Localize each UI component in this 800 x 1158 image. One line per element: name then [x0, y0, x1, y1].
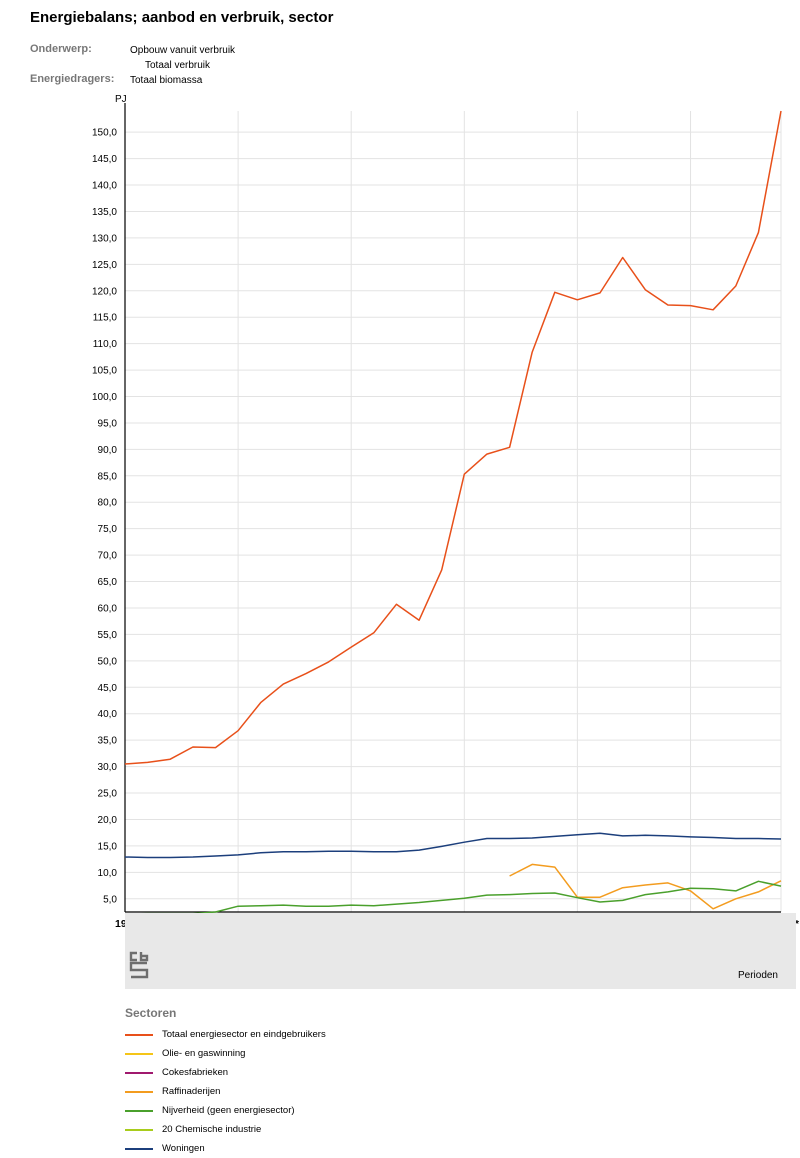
legend-label: Olie- en gaswinning [162, 1048, 246, 1059]
y-tick-label: 40,0 [98, 709, 118, 720]
legend-swatch [125, 1052, 153, 1055]
legend-swatch [125, 1090, 153, 1093]
legend-label: Cokesfabrieken [162, 1067, 229, 1078]
y-tick-label: 135,0 [92, 207, 117, 218]
y-tick-label: 10,0 [98, 868, 118, 879]
y-tick-label: 145,0 [92, 154, 117, 165]
y-tick-label: 75,0 [98, 524, 118, 535]
energiedragers-value: Totaal biomassa [130, 75, 203, 86]
y-tick-label: 90,0 [98, 445, 118, 456]
y-tick-label: 120,0 [92, 286, 117, 297]
legend-title: Sectoren [125, 1006, 177, 1020]
legend-item[interactable]: Totaal energiesector en eindgebruikers [125, 1025, 326, 1044]
legend-label: 20 Chemische industrie [162, 1124, 262, 1135]
legend-item[interactable]: 20 Chemische industrie [125, 1120, 326, 1139]
energiedragers-label: Energiedragers: [30, 73, 115, 85]
y-tick-label: 65,0 [98, 577, 118, 588]
legend-swatch [125, 1147, 153, 1150]
grid-lines [124, 103, 782, 913]
legend: Totaal energiesector en eindgebruikers O… [125, 1025, 326, 1158]
y-tick-label: 80,0 [98, 498, 118, 509]
y-tick-label: 85,0 [98, 471, 118, 482]
legend-item[interactable]: Nijverheid (geen energiesector) [125, 1101, 326, 1120]
series-line[interactable] [509, 863, 782, 910]
y-tick-label: 70,0 [98, 551, 118, 562]
legend-item[interactable]: Raffinaderijen [125, 1082, 326, 1101]
y-tick-label: 20,0 [98, 815, 118, 826]
x-axis-title: Perioden [737, 970, 778, 981]
y-axis-ticks: 5,0 10,0 15,0 20,0 25,0 30,0 35,0 40,0 45,0 50,0 5… [92, 128, 117, 906]
y-tick-label: 50,0 [98, 656, 118, 667]
y-tick-label: 95,0 [98, 418, 118, 429]
legend-label: Woningen [162, 1143, 205, 1154]
cbs-logo-icon [129, 951, 149, 986]
y-tick-label: 60,0 [98, 603, 118, 614]
legend-swatch [125, 1128, 153, 1131]
y-tick-label: 15,0 [98, 841, 118, 852]
chart-footer: Perioden [125, 913, 796, 989]
legend-item[interactable]: Olie- en gaswinning [125, 1044, 326, 1063]
legend-label: Nijverheid (geen energiesector) [162, 1105, 295, 1116]
legend-item[interactable]: Woningen [125, 1139, 326, 1158]
y-tick-label: 25,0 [98, 789, 118, 800]
series-line[interactable] [124, 832, 782, 859]
y-axis-unit: PJ [115, 94, 127, 105]
y-tick-label: 115,0 [93, 313, 118, 324]
onderwerp-label: Onderwerp: [30, 43, 92, 55]
y-tick-label: 35,0 [98, 736, 118, 747]
series-line[interactable] [124, 880, 782, 915]
legend-swatch [125, 1033, 153, 1036]
series-lines [124, 110, 782, 915]
y-tick-label: 105,0 [92, 366, 117, 377]
y-tick-label: 100,0 [92, 392, 117, 403]
legend-swatch [125, 1071, 153, 1074]
onderwerp-value-2: Totaal verbruik [145, 60, 211, 71]
legend-item[interactable]: Cokesfabrieken [125, 1063, 326, 1082]
legend-label: Raffinaderijen [162, 1086, 221, 1097]
line-chart: PJ 5,0 10,0 15,0 20,0 25,0 30,0 35,0 40,0 45,0 50… [92, 94, 800, 930]
page-title: Energiebalans; aanbod en verbruik, secto… [30, 9, 334, 26]
y-tick-label: 125,0 [92, 260, 117, 271]
y-tick-label: 45,0 [98, 683, 118, 694]
y-tick-label: 110,0 [93, 339, 118, 350]
y-tick-label: 140,0 [92, 181, 117, 192]
onderwerp-value-1: Opbouw vanuit verbruik [130, 45, 236, 56]
series-line[interactable] [124, 110, 782, 765]
y-tick-label: 55,0 [98, 630, 118, 641]
legend-swatch [125, 1109, 153, 1112]
y-tick-label: 130,0 [92, 233, 117, 244]
legend-label: Totaal energiesector en eindgebruikers [162, 1029, 326, 1040]
y-tick-label: 5,0 [103, 894, 117, 905]
y-tick-label: 150,0 [92, 128, 117, 139]
y-tick-label: 30,0 [98, 762, 118, 773]
